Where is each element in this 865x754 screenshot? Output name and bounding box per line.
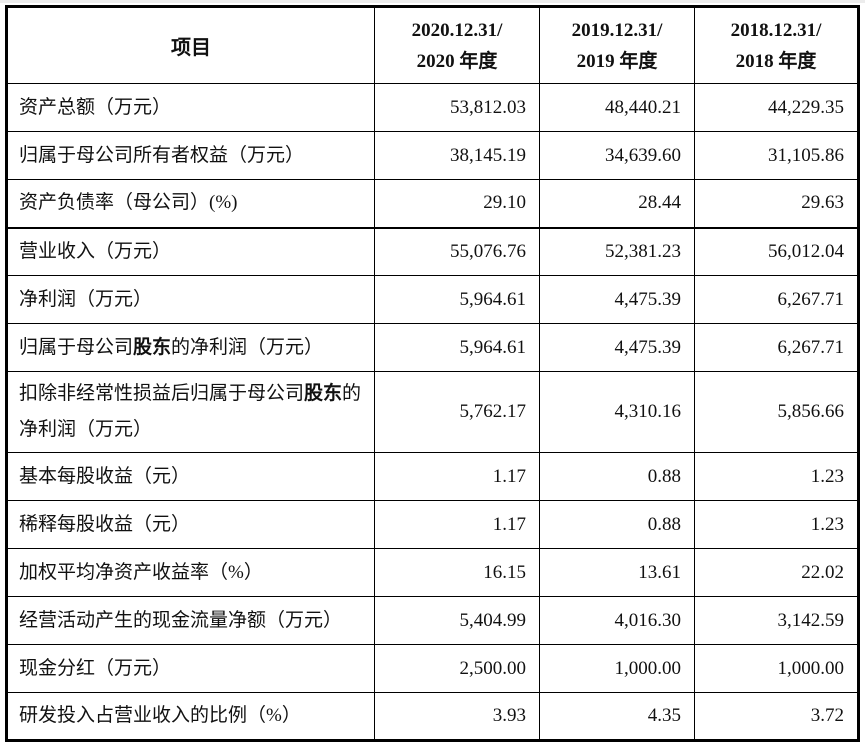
row-value: 1,000.00 [539,644,695,693]
row-label: 现金分红（万元） [6,644,375,693]
table-row: 资产总额（万元） 53,812.03 48,440.21 44,229.35 [6,83,859,132]
row-value: 31,105.86 [694,131,859,180]
row-label: 归属于母公司所有者权益（万元） [6,131,375,180]
table-header: 项目 2020.12.31/ 2020 年度 2019.12.31/ 2019 … [6,6,859,84]
table-row: 资产负债率（母公司）(%) 29.10 28.44 29.63 [6,179,859,228]
row-label: 基本每股收益（元） [6,452,375,501]
row-value: 22.02 [694,548,859,597]
column-header-2019: 2019.12.31/ 2019 年度 [539,6,695,84]
row-value: 4,310.16 [539,371,695,453]
row-value: 6,267.71 [694,323,859,372]
row-value: 1,000.00 [694,644,859,693]
period-date-2019: 2019.12.31/ [571,19,663,41]
row-value: 6,267.71 [694,275,859,324]
row-value: 4,475.39 [539,275,695,324]
row-value: 1.17 [374,452,540,501]
row-value: 5,964.61 [374,323,540,372]
row-value: 4,016.30 [539,596,695,645]
row-value: 56,012.04 [694,226,859,276]
row-label: 资产负债率（母公司）(%) [6,179,375,228]
row-value: 29.63 [694,179,859,228]
table-row: 研发投入占营业收入的比例（%） 3.93 4.35 3.72 [6,692,859,741]
row-value: 29.10 [374,179,540,228]
row-value: 4.35 [539,692,695,741]
table-row: 归属于母公司所有者权益（万元） 38,145.19 34,639.60 31,105.… [6,131,859,180]
row-value: 34,639.60 [539,131,695,180]
row-value: 3,142.59 [694,596,859,645]
row-label: 营业收入（万元） [6,226,375,276]
table-row: 加权平均净资产收益率（%） 16.15 13.61 22.02 [6,548,859,597]
table-row: 净利润（万元） 5,964.61 4,475.39 6,267.71 [6,275,859,324]
row-value: 0.88 [539,500,695,549]
row-value: 0.88 [539,452,695,501]
header-row: 项目 2020.12.31/ 2020 年度 2019.12.31/ 2019 … [6,6,859,84]
row-label: 净利润（万元） [6,275,375,324]
row-value: 16.15 [374,548,540,597]
table-row: 稀释每股收益（元） 1.17 0.88 1.23 [6,500,859,549]
row-value: 53,812.03 [374,83,540,132]
row-value: 5,404.99 [374,596,540,645]
row-label: 扣除非经常性损益后归属于母公司股东的净利润（万元） [6,371,375,453]
row-value: 44,229.35 [694,83,859,132]
column-header-item: 项目 [6,6,375,84]
table-row: 扣除非经常性损益后归属于母公司股东的净利润（万元） 5,762.17 4,310.1… [6,371,859,453]
row-value: 1.17 [374,500,540,549]
table-row: 营业收入（万元） 55,076.76 52,381.23 56,012.04 [6,226,859,276]
page-edge-strip [0,0,865,3]
period-date-2020: 2020.12.31/ [411,19,503,41]
row-value: 5,964.61 [374,275,540,324]
row-value: 4,475.39 [539,323,695,372]
row-value: 55,076.76 [374,226,540,276]
table-row: 现金分红（万元） 2,500.00 1,000.00 1,000.00 [6,644,859,693]
row-value: 3.72 [694,692,859,741]
row-label: 加权平均净资产收益率（%） [6,548,375,597]
row-value: 48,440.21 [539,83,695,132]
column-header-2018: 2018.12.31/ 2018 年度 [694,6,859,84]
row-value: 2,500.00 [374,644,540,693]
financial-summary-table: 项目 2020.12.31/ 2020 年度 2019.12.31/ 2019 … [5,5,860,742]
period-year-2019: 2019 年度 [576,50,658,72]
row-label: 归属于母公司股东的净利润（万元） [6,323,375,372]
row-value: 13.61 [539,548,695,597]
row-value: 3.93 [374,692,540,741]
period-year-2020: 2020 年度 [416,50,498,72]
row-value: 1.23 [694,500,859,549]
row-value: 52,381.23 [539,226,695,276]
table-row: 基本每股收益（元） 1.17 0.88 1.23 [6,452,859,501]
row-label: 稀释每股收益（元） [6,500,375,549]
row-label: 研发投入占营业收入的比例（%） [6,692,375,741]
period-date-2018: 2018.12.31/ [730,19,822,41]
period-year-2018: 2018 年度 [735,50,817,72]
row-value: 5,762.17 [374,371,540,453]
table-row: 归属于母公司股东的净利润（万元） 5,964.61 4,475.39 6,267.71 [6,323,859,372]
table-row: 经营活动产生的现金流量净额（万元） 5,404.99 4,016.30 3,142.5… [6,596,859,645]
row-value: 1.23 [694,452,859,501]
row-value: 38,145.19 [374,131,540,180]
row-value: 5,856.66 [694,371,859,453]
table-body: 资产总额（万元） 53,812.03 48,440.21 44,229.35 归属于母公… [6,83,859,741]
row-label: 经营活动产生的现金流量净额（万元） [6,596,375,645]
row-value: 28.44 [539,179,695,228]
row-label: 资产总额（万元） [6,83,375,132]
column-header-2020: 2020.12.31/ 2020 年度 [374,6,540,84]
